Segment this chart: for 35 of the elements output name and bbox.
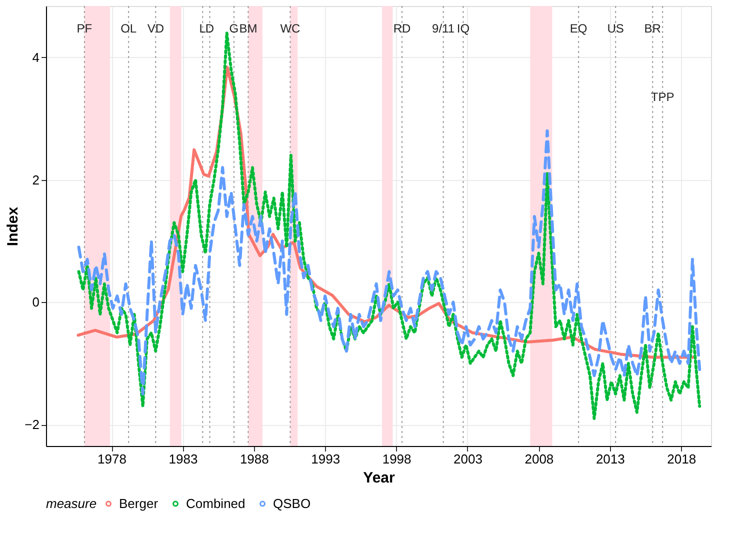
annotation: BM [239,22,258,36]
y-tick-label: 4 [32,50,40,65]
annotation: PF [76,22,92,36]
x-tick-label: 2018 [667,452,696,466]
annotation: BR [644,22,662,36]
annotation: EQ [570,22,588,36]
x-axis-title: Year [363,470,396,486]
annotation: RD [393,22,411,36]
annotation: G [229,22,239,36]
legend-title: measure [46,496,97,511]
legend-label: QSBO [273,496,311,511]
x-tick-label: 2013 [596,452,625,466]
line-series [77,129,702,396]
annotation: OL [120,22,137,36]
annotation: US [607,22,624,36]
x-tick-label: 2003 [454,452,482,466]
y-tick-label: 2 [32,172,40,188]
y-tick-label: −2 [24,417,40,432]
x-tick-label: 1993 [311,452,340,466]
annotation: IQ [456,22,470,36]
annotation: TPP [650,90,674,104]
x-tick-label: 1988 [240,452,269,466]
legend-label: Berger [119,496,159,511]
legend-label: Combined [186,496,246,511]
x-tick-label: 1998 [382,452,412,466]
annotation: L [199,22,206,36]
x-tick-label: 2008 [524,452,554,466]
y-axis-title: Index [4,206,22,246]
x-tick-label: 1983 [168,452,198,466]
annotation: WC [280,22,301,36]
x-tick-label: 1978 [98,452,126,466]
y-tick-label: 0 [32,294,40,310]
annotation: VD [147,22,164,36]
annotation: 9/11 [432,22,455,36]
annotation: D [205,22,214,36]
